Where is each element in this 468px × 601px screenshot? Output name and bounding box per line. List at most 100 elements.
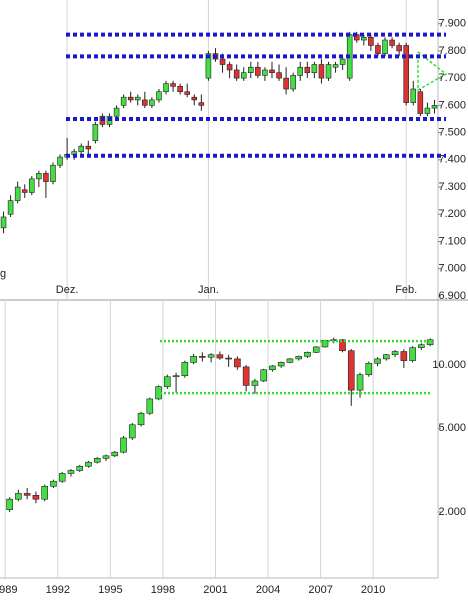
candle-body [6,498,13,511]
candle-body [85,145,92,150]
candle-body [216,354,224,359]
candle-body [417,91,424,114]
candle-body [234,358,241,368]
x-tick-label: 2001 [203,584,227,596]
candle-body [184,91,190,95]
candle-body [102,455,110,459]
y-tick-label: 7.100 [438,235,466,247]
y-tick-label: 5.000 [438,422,466,434]
candle-body [58,473,66,482]
candle-body [32,495,40,500]
candle-body [111,451,119,457]
candle-body [120,437,127,453]
candle-body [276,72,282,79]
candle-body [269,69,275,73]
candle-body [410,88,417,103]
x-tick-label: 2007 [308,584,332,596]
candle-body [403,45,409,103]
y-tick-label: 10.000 [432,359,466,371]
candle-body [137,412,145,426]
candle-body [382,39,388,54]
x-tick-label: 1989 [0,584,17,596]
candle-body [120,96,127,106]
candle-body [255,66,261,76]
y-tick-label: 7.400 [438,154,466,166]
candle-body [242,366,250,386]
candle-body [375,45,381,54]
candle-body [163,83,169,93]
candle-body [374,358,381,364]
candle-body [164,376,171,387]
candle-body [260,369,267,382]
candle-body [41,485,48,500]
candle-body [181,362,189,377]
y-tick-label: 7.500 [438,126,466,138]
y-tick-label: 7.200 [438,208,466,220]
candle-body [177,85,183,93]
candle-body [113,107,120,117]
candle-body [304,66,311,73]
candle-body [426,339,434,346]
candle-body [67,470,75,474]
candle-body [156,91,162,101]
candle-body [297,66,304,76]
y-tick-label: 7.700 [438,72,466,84]
candle-body [283,77,289,90]
candle-body [205,53,212,79]
candle-body [251,380,259,386]
candle-body [78,145,85,152]
candle-body [190,356,197,363]
candle-body [170,83,176,87]
candle-body [312,346,320,353]
candle-body [424,107,431,114]
x-tick-label: Feb. [395,284,417,296]
candle-body [389,39,395,46]
candle-body [21,189,28,193]
y-tick-label: 7.600 [438,99,466,111]
candle-body [142,99,148,106]
candle-body [76,465,84,471]
candle-body [7,200,14,215]
y-tick-label: 6.900 [438,290,466,302]
candle-body [365,362,373,375]
candle-body [290,75,296,90]
x-tick-label: 2010 [361,584,385,596]
triangle-pattern [417,51,448,92]
candle-body [339,58,346,65]
candle-body [219,58,226,65]
candle-body [36,173,42,180]
candle-body [396,45,402,52]
candle-body [226,64,233,71]
candle-body [50,164,56,182]
candle-body [43,173,49,182]
candle-body [225,357,232,360]
candle-body [23,493,31,496]
candle-body [128,424,136,439]
candle-body [93,458,101,463]
candle-body [383,354,390,360]
x-tick-label: 1995 [98,584,122,596]
candle-body [207,354,215,358]
candle-body [248,66,254,73]
candle-body [339,339,346,352]
x-tick-label: 1998 [151,584,175,596]
candle-body [146,398,154,414]
candle-body [304,352,311,357]
candle-body [318,64,325,79]
candle-body [295,356,303,360]
candle-body [391,351,399,356]
candle-body [409,347,416,361]
candle-body [325,64,332,79]
y-tick-label: 7.000 [438,263,466,275]
x-tick-label: 1992 [46,584,70,596]
x-tick-label: Dez. [56,284,79,296]
candle-body [269,365,276,371]
candle-body [172,375,180,378]
candle-body [134,96,141,101]
candle-body [240,72,247,79]
candle-body [311,64,318,73]
y-tick-label: 7.300 [438,181,466,193]
y-tick-label: 2.000 [438,506,466,518]
